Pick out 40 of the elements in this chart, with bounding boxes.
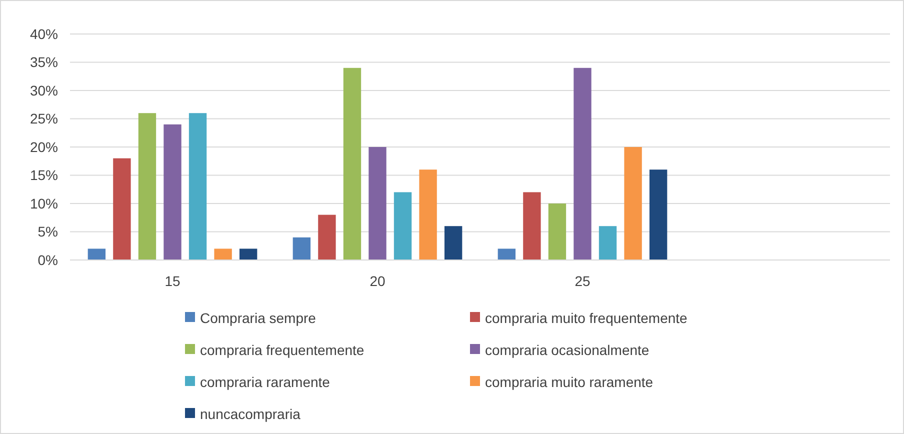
bar [394,192,412,260]
bar [523,192,541,260]
y-tick-label: 10% [30,195,58,212]
y-tick-label: 0% [38,252,58,268]
bar [188,113,207,260]
y-tick-label: 25% [30,110,58,127]
bar [368,147,386,260]
bar [598,226,617,260]
y-tick-label: 40% [30,26,58,42]
bar [239,248,258,260]
bar [164,124,182,260]
bar [318,214,336,260]
bar [498,248,516,260]
legend-label: compraria raramente [200,374,330,390]
legend-label: nuncacompraria [200,406,301,422]
bar [138,113,156,260]
bar [419,170,437,260]
bar [444,226,462,260]
legend-label: compraria muito raramente [485,374,654,390]
bar [624,147,642,260]
x-tick-label: 20 [370,273,386,289]
bar [214,248,232,260]
bar [574,68,592,260]
bar [548,204,566,260]
bar [343,68,362,260]
y-tick-label: 35% [30,54,58,70]
legend-label: compraria frequentemente [200,342,364,358]
y-tick-label: 30% [30,82,58,98]
y-tick-label: 20% [30,138,58,155]
y-tick-label: 15% [30,167,58,184]
bar [88,248,106,260]
legend-label: Compraria sempre [200,310,316,326]
x-tick-label: 25 [574,273,590,289]
bar [113,158,131,260]
legend-label: compraria muito frequentemente [485,310,688,326]
y-tick-label: 5% [38,224,58,240]
bar [649,170,668,260]
bar [292,237,311,260]
legend-label: compraria ocasionalmente [485,342,650,358]
x-tick-label: 15 [164,273,180,289]
